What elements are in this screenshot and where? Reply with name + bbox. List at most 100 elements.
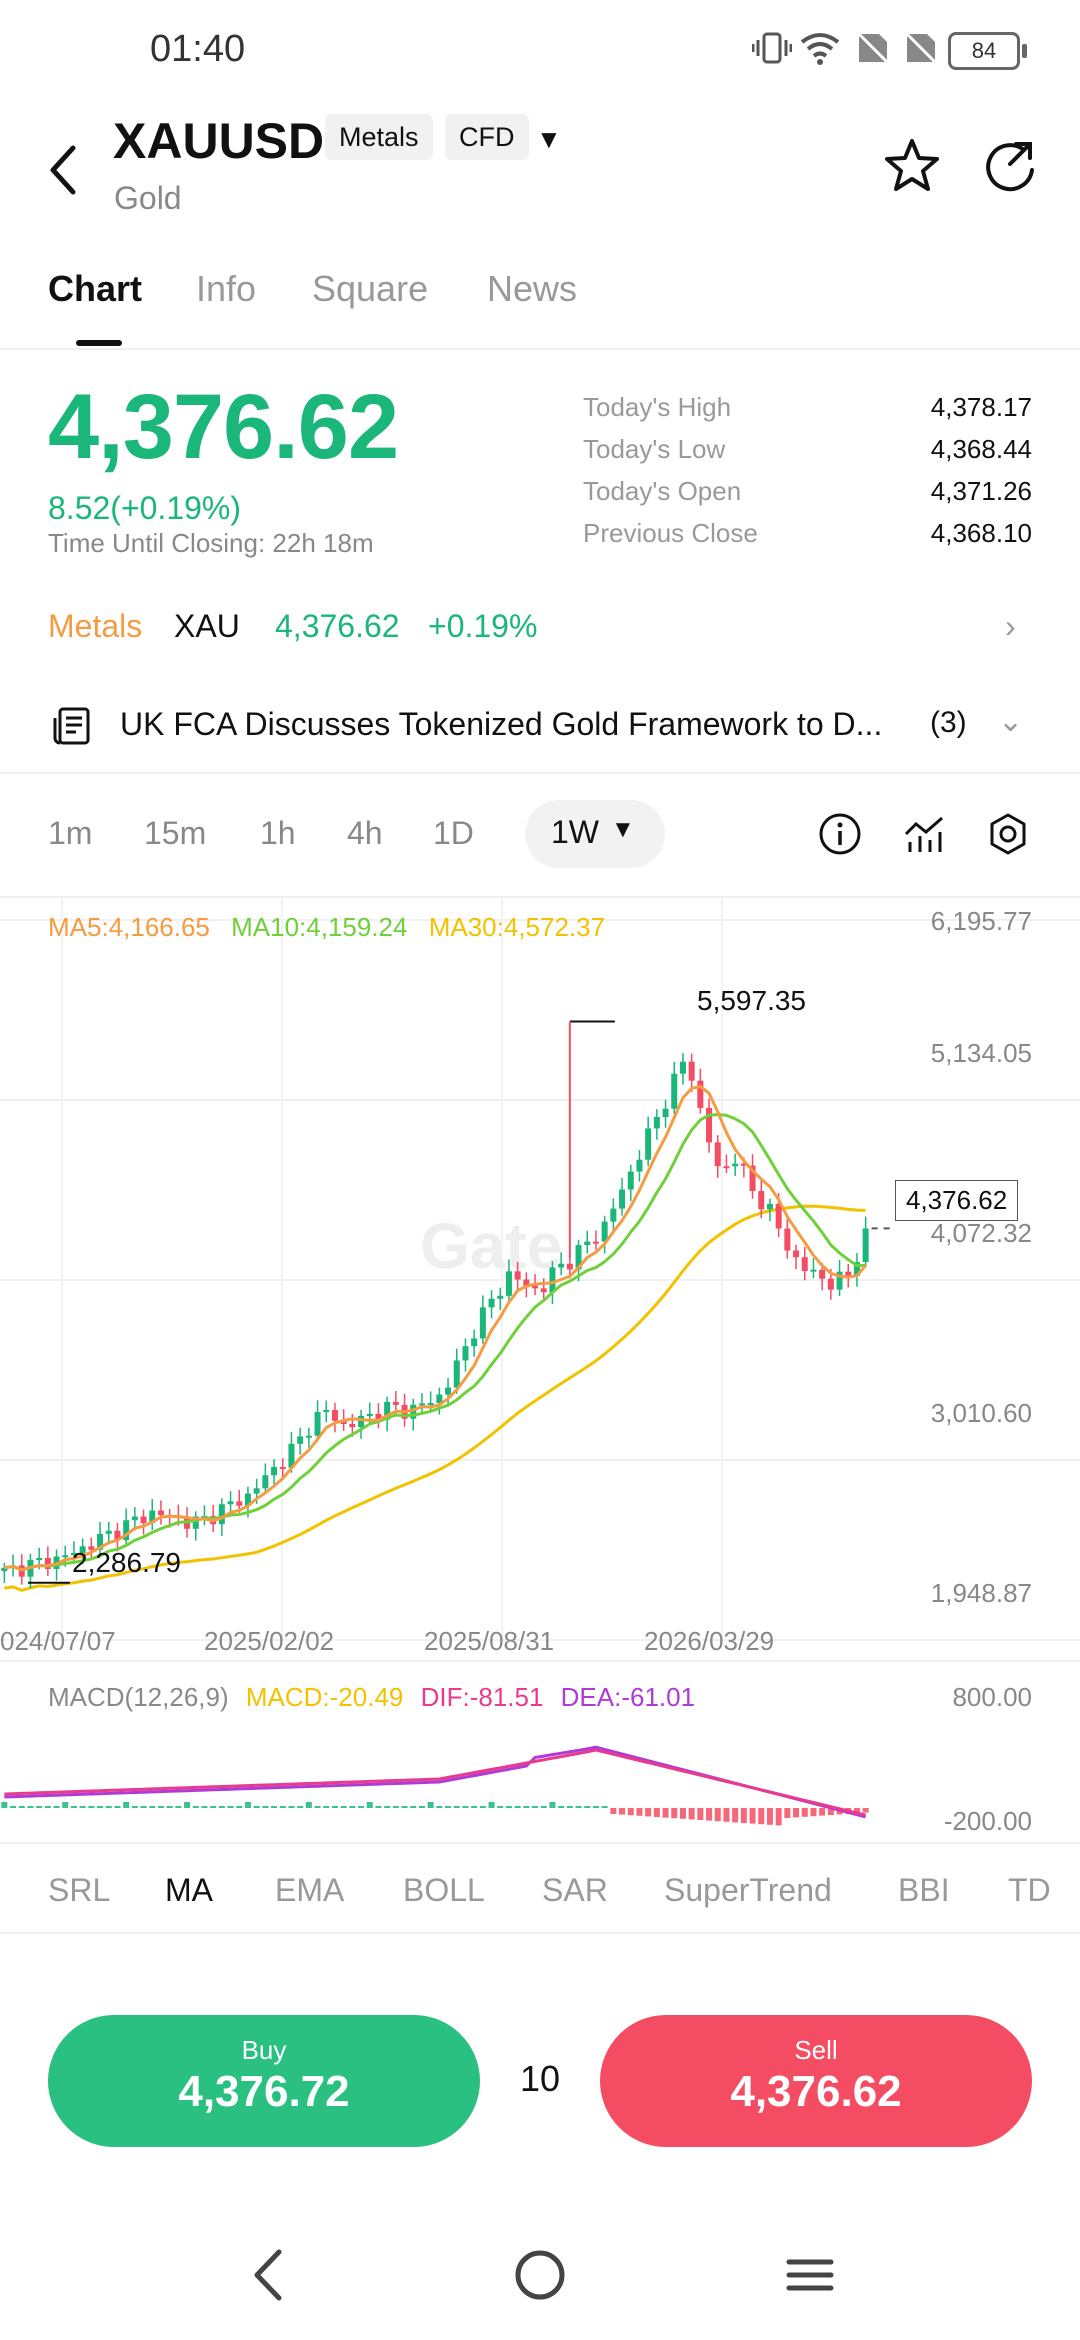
market-category: Metals <box>48 608 143 644</box>
timeframe-1d[interactable]: 1D <box>433 815 474 851</box>
news-headline: UK FCA Discusses Tokenized Gold Framewor… <box>120 706 883 742</box>
candle-body <box>671 1073 678 1109</box>
timeframe-15m[interactable]: 15m <box>144 815 207 851</box>
candle-body <box>279 1467 286 1470</box>
macd-bar <box>784 1808 791 1818</box>
divider <box>0 348 1080 350</box>
macd-bar <box>575 1806 582 1808</box>
macd-bar <box>662 1808 669 1818</box>
macd-bar <box>314 1806 321 1808</box>
tab-chart[interactable]: Chart <box>48 268 143 309</box>
candle-body <box>436 1394 443 1403</box>
divider <box>0 896 1080 898</box>
indicator-boll[interactable]: BOLL <box>403 1872 485 1908</box>
macd-bar <box>671 1808 678 1819</box>
tab-news[interactable]: News <box>487 268 578 309</box>
info-icon[interactable] <box>818 812 862 856</box>
candle-body <box>845 1271 852 1277</box>
candle-body <box>358 1415 365 1428</box>
candle-body <box>827 1278 834 1290</box>
settings-icon[interactable] <box>986 812 1030 856</box>
ma10-series <box>4 1113 866 1572</box>
price-chart[interactable]: Gate <box>0 898 1080 1666</box>
indicator-td[interactable]: TD <box>1008 1872 1051 1908</box>
candle-body <box>523 1279 530 1286</box>
candle-body <box>784 1228 791 1251</box>
macd-bar <box>505 1806 512 1808</box>
macd-bar <box>549 1802 556 1808</box>
high-price-label: 5,597.35 <box>697 985 806 1016</box>
candle-body <box>445 1387 452 1395</box>
macd-bar <box>18 1806 25 1808</box>
indicator-srl[interactable]: SRL <box>48 1872 111 1908</box>
tab-info[interactable]: Info <box>196 268 257 309</box>
candle-body <box>697 1080 704 1108</box>
macd-bar <box>714 1808 721 1822</box>
macd-bar <box>462 1806 469 1808</box>
macd-bar <box>262 1806 269 1808</box>
price-change: 8.52(+0.19%) <box>48 490 242 526</box>
macd-bar <box>488 1802 495 1808</box>
time-until-closing: Time Until Closing: 22h 18m <box>48 528 374 558</box>
chart-grid <box>0 898 1080 1641</box>
macd-legend: MACD(12,26,9) MACD:-20.49 DIF:-81.51 DEA… <box>48 1682 705 1713</box>
candle-body <box>575 1245 582 1270</box>
todays-low-label: Today's Low <box>583 434 726 464</box>
macd-bar <box>723 1808 730 1822</box>
candle-body <box>140 1516 147 1524</box>
candle-body <box>331 1409 338 1421</box>
todays-high-value: 4,378.17 <box>930 392 1032 422</box>
indicator-supertrend[interactable]: SuperTrend <box>664 1872 832 1908</box>
timeframe-4h[interactable]: 4h <box>347 815 383 851</box>
indicator-ma[interactable]: MA <box>165 1872 213 1908</box>
candle-body <box>157 1510 164 1516</box>
quantity-value[interactable]: 10 <box>519 2058 561 2099</box>
macd-bar <box>645 1808 652 1817</box>
macd-bar <box>140 1806 147 1808</box>
candle-body <box>566 1263 573 1270</box>
share-icon[interactable] <box>980 136 1040 196</box>
candle-body <box>514 1271 521 1280</box>
nav-home-icon[interactable] <box>505 2240 575 2310</box>
timeframe-1h[interactable]: 1h <box>260 815 296 851</box>
candle-body <box>392 1401 399 1405</box>
y-tick-2: 5,134.05 <box>930 1038 1032 1068</box>
buy-button[interactable]: Buy 4,376.72 <box>48 2015 480 2147</box>
candle-body <box>349 1423 356 1428</box>
news-ticker[interactable]: UK FCA Discusses Tokenized Gold Framewor… <box>0 690 1080 766</box>
macd-chart[interactable] <box>0 1690 1080 1840</box>
candle-body <box>462 1346 469 1361</box>
macd-bar <box>827 1808 834 1815</box>
candle-body <box>758 1191 765 1210</box>
timeframe-selected[interactable]: 1W ▼ <box>525 800 665 868</box>
symbol-dropdown-icon[interactable]: ▼ <box>536 124 562 154</box>
nav-back-icon[interactable] <box>235 2240 305 2310</box>
indicator-ema[interactable]: EMA <box>275 1872 345 1908</box>
nav-menu-icon[interactable] <box>775 2240 845 2310</box>
indicator-sar[interactable]: SAR <box>542 1872 608 1908</box>
related-market-row[interactable]: Metals XAU 4,376.62 +0.19% › <box>0 590 1080 670</box>
candle-body <box>853 1262 860 1277</box>
macd-bar <box>105 1806 112 1808</box>
sell-button[interactable]: Sell 4,376.62 <box>600 2015 1032 2147</box>
indicator-bbi[interactable]: BBI <box>898 1872 950 1908</box>
news-count: (3) <box>930 706 967 739</box>
macd-bar <box>653 1808 660 1817</box>
macd-bar <box>679 1808 686 1819</box>
macd-bar <box>340 1806 347 1808</box>
ma30-label: MA30:4,572.37 <box>428 912 606 942</box>
candle-body <box>105 1530 112 1534</box>
timeframe-1m[interactable]: 1m <box>48 815 93 851</box>
candle-body <box>244 1493 251 1506</box>
candle-body <box>44 1558 51 1569</box>
favorite-star-icon[interactable] <box>882 136 942 196</box>
macd-bar <box>801 1808 808 1817</box>
tab-square[interactable]: Square <box>312 268 429 309</box>
macd-bar <box>114 1806 121 1808</box>
candle-body <box>488 1298 495 1308</box>
candle-body <box>775 1203 782 1229</box>
back-button[interactable] <box>45 140 85 200</box>
indicator-chart-icon[interactable] <box>902 812 946 856</box>
back-arrow-icon <box>50 145 76 195</box>
ma-legend: MA5:4,166.65 MA10:4,159.24 MA30:4,572.37 <box>48 912 619 943</box>
